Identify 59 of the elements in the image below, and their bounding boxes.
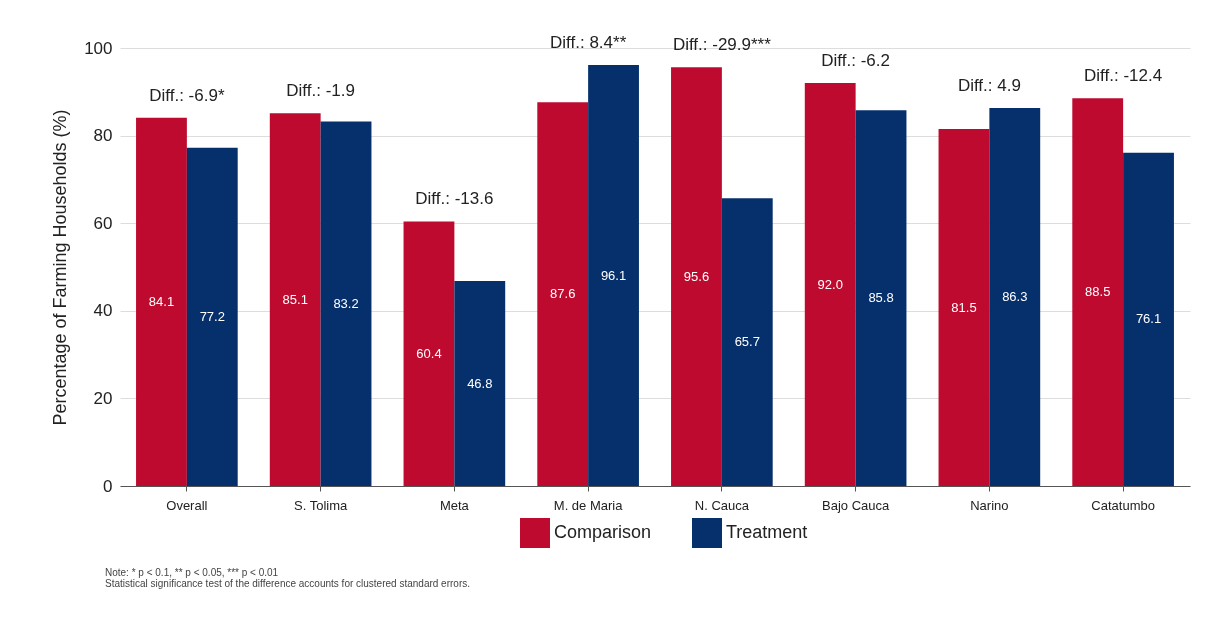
bar: [938, 129, 990, 486]
y-tick-label: 20: [93, 388, 113, 408]
y-tick-label: 80: [93, 126, 113, 146]
text: 77.2: [199, 308, 225, 324]
bar: [537, 102, 589, 486]
y-axis-title: Percentage of Farming Households (%): [50, 109, 71, 426]
annotation: Diff.: -6.9*: [149, 85, 225, 105]
x-tick-label: N. Cauca: [694, 497, 750, 513]
text: 86.3: [1002, 289, 1028, 304]
text: 83.2: [333, 295, 359, 311]
annotation: Diff.: -1.9: [286, 81, 355, 101]
bar: [804, 83, 856, 486]
bar: [136, 117, 187, 486]
x-tick-label: Narino: [970, 497, 1009, 513]
x-tick-label: M. de Maria: [553, 497, 624, 513]
text: 60.4: [416, 345, 442, 361]
text: 76.1: [1135, 311, 1162, 327]
text: 81.5: [951, 299, 977, 315]
legend-label: Treatment: [726, 522, 808, 542]
x-tick-label: Overall: [166, 497, 208, 513]
y-tick-label: 100: [84, 38, 113, 58]
bar: [403, 221, 455, 486]
annotation: Diff.: -29.9***: [672, 35, 772, 55]
x-tick-label: Meta: [439, 497, 470, 513]
y-tick-label: 40: [93, 301, 113, 321]
bar: [671, 67, 722, 486]
text: 96.1: [600, 267, 627, 283]
text: 95.6: [683, 268, 710, 284]
bar: [855, 110, 907, 486]
bar: [1123, 152, 1174, 486]
text: 85.1: [282, 291, 308, 307]
x-tick-label: S. Tolima: [294, 497, 348, 513]
text: 65.7: [734, 334, 760, 350]
y-tick-label: 60: [93, 213, 113, 233]
text: 87.6: [550, 286, 576, 302]
bar: [1072, 98, 1124, 486]
text: 85.8: [868, 290, 894, 306]
bar: [320, 121, 372, 486]
bar: [186, 147, 238, 486]
annotation: Diff.: -13.6: [415, 189, 494, 209]
annotation: Diff.: 4.9: [957, 76, 1021, 96]
annotation: Diff.: 8.4**: [550, 33, 627, 53]
legend-label: Comparison: [554, 522, 652, 542]
bar: [588, 65, 639, 486]
text: 92.0: [817, 276, 843, 292]
bar: [721, 198, 773, 486]
x-tick-label: Catatumbo: [1091, 497, 1155, 513]
bar: [989, 108, 1041, 486]
x-tick-label: Bajo Cauca: [822, 497, 890, 513]
text: 88.5: [1085, 284, 1111, 300]
text: 84.1: [148, 293, 175, 309]
bar: [269, 113, 321, 486]
bar: [454, 281, 506, 486]
annotation: Diff.: -6.2: [821, 51, 890, 71]
y-tick-label: 0: [103, 476, 113, 496]
annotation: Diff.: -12.4: [1084, 66, 1163, 86]
text: Note: * p < 0.1, ** p < 0.05, *** p < 0.01: [105, 567, 279, 578]
text: Statistical significance test of the difference accounts for clustered standard errors.: [105, 578, 470, 589]
text: 46.8: [467, 375, 493, 391]
